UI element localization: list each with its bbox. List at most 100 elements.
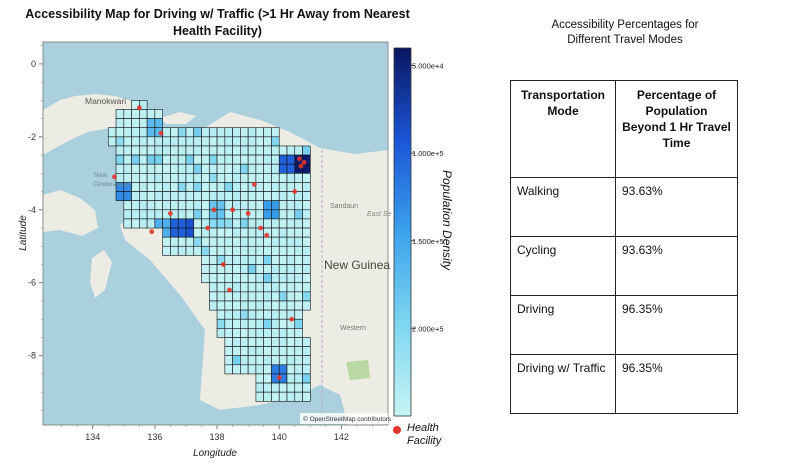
land-yapen	[160, 112, 196, 124]
grid-cell	[201, 245, 210, 256]
grid-cell	[255, 282, 264, 293]
colorbar	[393, 47, 412, 417]
grid-cell	[271, 300, 280, 311]
grid-cell	[286, 364, 296, 375]
grid-cell	[286, 145, 296, 156]
grid-cell	[162, 182, 171, 192]
grid-cell	[240, 318, 249, 329]
grid-cell	[193, 245, 202, 256]
grid-cell	[278, 182, 288, 192]
colorbar-ticks: 2.000e+5 1.500e+5 1.000e+5 5.000e+4	[411, 62, 444, 333]
health-facility-marker	[158, 130, 164, 136]
x-tick-label: 142	[334, 432, 349, 442]
grid-cell	[232, 191, 241, 201]
grid-cell	[162, 136, 171, 147]
grid-cell	[208, 255, 218, 265]
grid-cell	[271, 127, 280, 138]
grid-cell	[286, 154, 296, 165]
grid-cell	[286, 337, 296, 347]
grid-cell	[278, 364, 288, 375]
grid-cell	[247, 227, 257, 238]
grid-cell	[162, 236, 171, 247]
grid-cell	[271, 382, 280, 393]
grid-cell	[286, 373, 296, 384]
grid-cell	[247, 300, 257, 311]
grid-cell	[185, 191, 195, 201]
y-tick-label: 0	[31, 59, 36, 69]
grid-cell	[115, 127, 125, 138]
grid-cell	[123, 127, 132, 138]
grid-cell	[271, 173, 280, 183]
grid-cell	[286, 300, 296, 311]
grid-cell	[201, 209, 210, 220]
grid-cell	[263, 154, 272, 165]
grid-cell	[255, 291, 264, 302]
grid-cell	[232, 218, 241, 229]
grid-cell	[123, 163, 132, 174]
grid-cell	[271, 346, 280, 356]
grid-cell	[247, 282, 257, 293]
place-label-manokwari: Manokwari	[85, 96, 126, 106]
y-tick-label: -6	[28, 278, 36, 288]
grid-cell	[170, 145, 179, 156]
grid-cell	[201, 136, 210, 147]
grid-cell	[302, 163, 311, 174]
colorbar-tick-label: 1.500e+5	[412, 237, 444, 246]
grid-cell	[185, 163, 195, 174]
grid-cell	[255, 236, 264, 247]
grid-cell	[271, 245, 280, 256]
map-attribution[interactable]: © OpenStreetMap contributors	[303, 415, 392, 423]
grid-cell	[232, 318, 241, 329]
grid-cell	[216, 300, 226, 311]
x-tick-label: 140	[272, 432, 287, 442]
grid-cell	[232, 364, 241, 375]
grid-cell	[302, 355, 311, 366]
grid-cell	[240, 328, 249, 338]
health-facility-marker	[227, 287, 232, 293]
grid-cell	[208, 282, 218, 293]
grid-cell	[193, 173, 202, 183]
grid-cell	[271, 182, 280, 192]
grid-cell	[146, 209, 156, 220]
grid-cell	[240, 227, 249, 238]
grid-cell	[146, 163, 156, 174]
grid-cell	[154, 136, 163, 147]
grid-cell	[255, 200, 264, 211]
grid-cell	[162, 227, 171, 238]
grid-cell	[294, 373, 303, 384]
health-facility-marker	[205, 225, 211, 231]
map-title: Accessibility Map for Driving w/ Traffic…	[20, 6, 415, 40]
grid-cell	[123, 136, 132, 147]
grid-cell	[162, 127, 171, 138]
grid-cell	[139, 182, 148, 192]
grid-cell	[170, 191, 179, 201]
grid-cell	[255, 163, 264, 174]
table-row: Driving w/ Traffic 96.35%	[510, 354, 738, 414]
grid-cell	[294, 391, 303, 402]
grid-cell	[302, 291, 311, 302]
grid-cell	[193, 218, 202, 229]
grid-cell	[247, 273, 257, 284]
grid-cell	[240, 346, 249, 356]
grid-cell	[271, 200, 280, 211]
grid-cell	[240, 236, 249, 247]
grid-cell	[216, 145, 226, 156]
grid-cell	[294, 200, 303, 211]
health-facility-marker	[297, 156, 302, 162]
grid-cell	[208, 145, 218, 156]
grid-cell	[263, 136, 272, 147]
grid-cell	[271, 391, 280, 402]
grid-cell	[208, 191, 218, 201]
grid-cell	[286, 391, 296, 402]
grid-cell	[201, 127, 210, 138]
grid-cell	[240, 255, 249, 265]
grid-cell	[263, 264, 272, 274]
grid-cell	[177, 245, 187, 256]
grid-cell	[185, 182, 195, 192]
grid-cell	[193, 227, 202, 238]
grid-cell	[255, 273, 264, 284]
grid-cell	[154, 200, 163, 211]
grid-cell	[286, 328, 296, 338]
grid-cell	[232, 236, 241, 247]
grid-cell	[302, 245, 311, 256]
